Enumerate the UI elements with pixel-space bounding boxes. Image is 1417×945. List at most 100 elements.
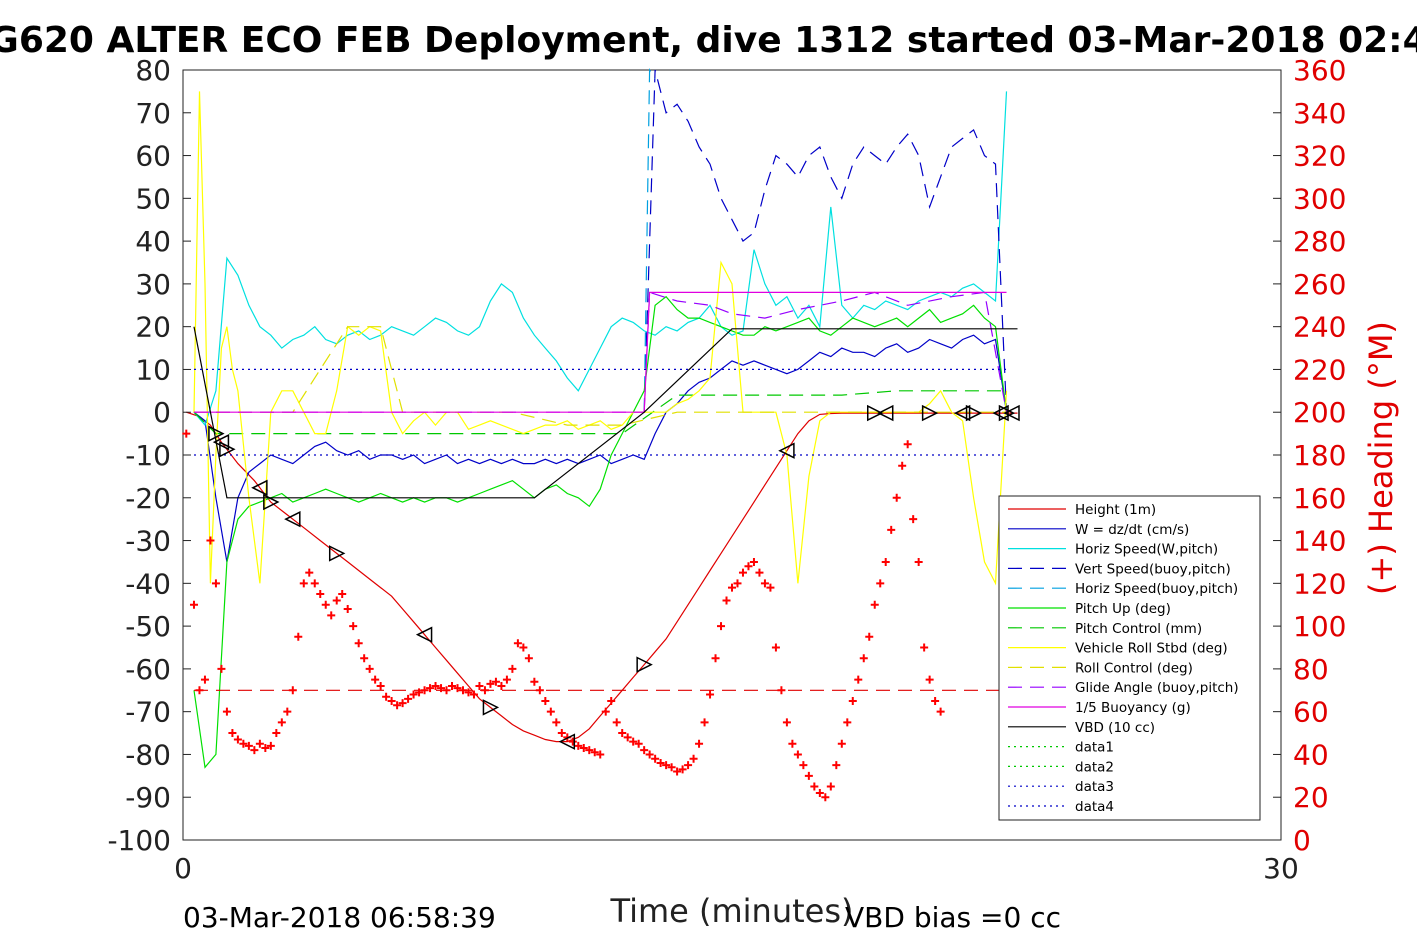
heading-point	[596, 750, 605, 759]
series-line	[193, 390, 1007, 435]
left-axis: 80 70 60 50 40 30 20 10 0 -10 -20 -30 -40 -50 -60 -70 -8…	[107, 54, 191, 857]
y-right-tick-label: 260	[1293, 268, 1346, 301]
heading-point	[552, 718, 561, 727]
triangle-marker	[208, 425, 225, 442]
y-tick-label: -80	[125, 738, 171, 771]
triangle-marker	[263, 493, 280, 511]
heading-point	[854, 675, 863, 684]
heading-point	[360, 654, 369, 663]
overlay-layer	[182, 430, 1018, 802]
legend-label: Height (1m)	[1075, 502, 1156, 518]
heading-point	[717, 622, 726, 631]
heading-point	[667, 763, 676, 772]
series-line	[643, 69, 1008, 413]
y-right-tick-label: 360	[1293, 54, 1346, 87]
heading-point	[662, 761, 671, 770]
heading-point	[574, 741, 583, 750]
chart-title: SG620 ALTER ECO FEB Deployment, dive 131…	[0, 20, 1417, 61]
heading-point	[502, 675, 511, 684]
heading-point	[354, 639, 363, 648]
heading-point	[760, 579, 769, 588]
marker-layer	[208, 404, 1020, 750]
heading-point	[535, 686, 544, 695]
heading-point	[623, 733, 632, 742]
heading-point	[898, 461, 907, 470]
heading-point	[607, 696, 616, 705]
heading-point	[925, 675, 934, 684]
y-right-tick-label: 80	[1293, 653, 1329, 686]
heading-point	[458, 686, 467, 695]
x-axis-label: Time (minutes)	[610, 892, 854, 930]
y-right-tick-label: 40	[1293, 738, 1329, 771]
triangle-marker	[998, 404, 1016, 422]
triangle-marker	[482, 699, 500, 716]
series-line	[193, 326, 1018, 499]
heading-point	[848, 696, 857, 705]
triangle-marker	[965, 404, 983, 422]
heading-point	[936, 707, 945, 716]
heading-point	[887, 525, 896, 534]
heading-point	[486, 679, 495, 688]
heading-point	[651, 754, 660, 763]
heading-point	[656, 759, 665, 767]
heading-point	[420, 686, 429, 695]
heading-point	[211, 579, 220, 588]
triangle-marker	[1003, 404, 1020, 422]
footer-vbd-bias: VBD bias =0 cc	[845, 901, 1061, 934]
legend-label: Horiz Speed(W,pitch)	[1075, 542, 1218, 558]
heading-point	[601, 707, 610, 716]
heading-point	[431, 682, 440, 690]
heading-point	[749, 557, 758, 566]
heading-point	[530, 677, 539, 686]
heading-point	[832, 761, 841, 770]
heading-point	[442, 686, 451, 695]
heading-point	[684, 761, 693, 770]
heading-point	[738, 568, 747, 577]
series-line	[193, 334, 1008, 563]
heading-point	[733, 579, 742, 588]
heading-point	[491, 677, 500, 686]
heading-point	[464, 688, 473, 697]
y-tick-label: 80	[135, 54, 171, 87]
heading-point	[782, 718, 791, 727]
heading-point	[524, 654, 533, 663]
triangle-marker	[866, 404, 884, 422]
heading-point	[239, 739, 248, 748]
heading-point	[332, 596, 341, 605]
heading-point	[810, 782, 819, 791]
heading-point	[299, 579, 308, 588]
heading-point	[475, 682, 484, 690]
heading-point	[903, 440, 912, 449]
heading-point	[931, 696, 940, 705]
series-line	[643, 67, 656, 413]
y-tick-label: -50	[125, 610, 171, 643]
legend-label: Vehicle Roll Stbd (deg)	[1075, 641, 1228, 657]
heading-point	[365, 664, 374, 673]
heading-point	[612, 718, 621, 727]
heading-point	[766, 583, 775, 592]
y-right-tick-label: 200	[1293, 396, 1346, 429]
heading-point	[217, 664, 226, 673]
heading-point	[793, 750, 802, 759]
heading-point	[327, 611, 336, 620]
triangle-marker	[921, 404, 939, 422]
y-tick-label: -90	[125, 781, 171, 814]
y-right-tick-label: 60	[1293, 696, 1329, 729]
y-tick-label: 30	[135, 268, 171, 301]
y-right-tick-label: 180	[1293, 439, 1346, 472]
legend-label: Pitch Up (deg)	[1075, 601, 1171, 617]
y-tick-label: 0	[153, 396, 171, 429]
bottom-axis: 0 30	[174, 852, 1299, 885]
y-tick-label: 60	[135, 140, 171, 173]
series-layer	[186, 67, 1018, 769]
y-right-tick-label: 320	[1293, 140, 1346, 173]
heading-point	[305, 568, 314, 577]
triangle-marker	[778, 442, 795, 459]
y-right-tick-label: 160	[1293, 482, 1346, 515]
triangle-marker	[212, 433, 230, 451]
triangle-marker	[877, 404, 894, 422]
heading-point	[288, 686, 297, 695]
heading-point	[881, 557, 890, 566]
y-right-tick-label: 140	[1293, 525, 1346, 558]
heading-point	[541, 696, 550, 705]
